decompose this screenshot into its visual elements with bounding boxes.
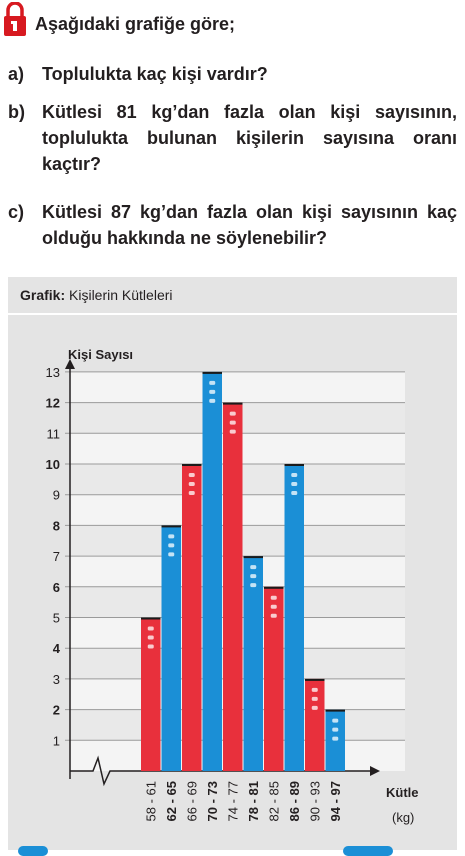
bar-dot [332, 718, 339, 723]
bar-dot [250, 583, 257, 588]
graph-caption: Grafik: Kişilerin Kütleleri [20, 287, 173, 303]
question-text: Kütlesi 87 kg’dan fazla olan kişi sayısı… [42, 202, 457, 248]
bar [264, 586, 284, 771]
x-tick-label: 66 - 69 [184, 781, 199, 821]
bar-dot [332, 727, 339, 732]
bar [202, 371, 222, 771]
bar-dot [291, 482, 298, 486]
bar-dot [270, 604, 277, 609]
bar [305, 678, 325, 771]
grid-band [70, 371, 405, 403]
bar-dot [291, 473, 298, 477]
y-tick-label: 4 [53, 641, 61, 656]
page-edge-marker [343, 846, 393, 856]
bar-dot [188, 473, 195, 477]
bar-dot [188, 491, 195, 495]
x-tick-label: 78 - 81 [246, 781, 261, 821]
bar-top [223, 402, 243, 405]
bar-dot [147, 635, 154, 640]
question-label: b) [8, 102, 25, 122]
x-tick-label: 94 - 97 [328, 781, 343, 821]
bar [223, 402, 243, 771]
bar-dot [311, 705, 318, 710]
bar-dot [188, 482, 195, 486]
bar-dot [229, 420, 236, 425]
bar [161, 525, 181, 771]
x-tick-label: 82 - 85 [266, 781, 281, 821]
bar-top [243, 556, 263, 559]
bar-dot [209, 389, 216, 394]
graph-title: Kişilerin Kütleleri [69, 287, 173, 303]
y-axis-label: Kişi Sayısı [68, 347, 133, 362]
x-axis-arrow [370, 766, 380, 776]
bar-top [264, 586, 284, 589]
bar-dot [332, 736, 339, 741]
x-tick-label: 74 - 77 [225, 781, 240, 821]
divider [8, 313, 457, 315]
bar-dot [168, 534, 175, 539]
x-axis-label: Kütle [386, 785, 419, 800]
bar-top [202, 371, 222, 374]
bar-top [182, 464, 202, 466]
bar [141, 617, 161, 771]
y-tick-label: 2 [53, 703, 60, 718]
question-text: Toplulukta kaç kişi vardır? [42, 64, 268, 84]
bar [182, 464, 202, 771]
question-label: a) [8, 64, 25, 84]
bar-dot [270, 595, 277, 600]
y-tick-label: 10 [46, 457, 60, 472]
bar [243, 556, 263, 771]
bar-dot [147, 644, 154, 649]
bar-dot [209, 380, 216, 385]
x-tick-label: 86 - 89 [287, 781, 302, 821]
bar-top [161, 525, 181, 528]
y-tick-label: 11 [47, 426, 61, 441]
question-c: c) Kütlesi 87 kg’dan fazla olan kişi say… [8, 199, 457, 251]
graph-panel: Grafik: Kişilerin Kütleleri 1 2 3 4 5 6 7 8 9 10 1… [8, 277, 457, 856]
bar-top [284, 464, 304, 466]
y-tick-label: 8 [53, 518, 60, 533]
y-tick-label: 6 [53, 580, 60, 595]
bar-top [305, 678, 325, 681]
question-b: b) Kütlesi 81 kg’dan fazla olan kişi say… [8, 99, 457, 177]
y-tick-label: 9 [53, 488, 60, 503]
question-a: a) Toplulukta kaç kişi vardır? [8, 61, 457, 87]
y-tick-label: 12 [46, 396, 60, 411]
bar-dot [168, 543, 175, 548]
bar-dot [270, 613, 277, 618]
x-tick-label: 58 - 61 [143, 781, 158, 821]
bar-dot [209, 398, 216, 403]
y-tick-label: 5 [53, 611, 60, 626]
page-edge-marker [18, 846, 48, 856]
bar [284, 464, 304, 771]
x-tick-label: 70 - 73 [205, 781, 220, 821]
x-axis-unit: (kg) [392, 810, 414, 825]
bar-dot [229, 429, 236, 434]
page-title: Aşağıdaki grafiğe göre; [35, 14, 236, 34]
bar-dot [291, 491, 298, 495]
bar-dot [168, 552, 175, 557]
bar-top [141, 617, 161, 620]
bar-dot [229, 411, 236, 416]
bar-dot [147, 626, 154, 631]
x-tick-label: 90 - 93 [307, 781, 322, 821]
question-label: c) [8, 202, 25, 222]
x-tick-label: 62 - 65 [164, 781, 179, 821]
y-axis-arrow [65, 359, 75, 369]
bar-dot [311, 696, 318, 701]
y-tick-label: 1 [53, 733, 60, 748]
graph-prefix: Grafik: [20, 287, 66, 303]
y-tick-label: 3 [53, 672, 60, 687]
bar-dot [250, 565, 257, 570]
bar-dot [311, 687, 318, 692]
bar-dot [250, 574, 257, 579]
question-text: Kütlesi 81 kg’dan fazla olan kişi sayısı… [42, 102, 457, 174]
lock-icon [4, 1, 26, 41]
bar-top [325, 709, 345, 712]
y-tick-label: 13 [46, 365, 60, 380]
y-tick-label: 7 [53, 549, 60, 564]
